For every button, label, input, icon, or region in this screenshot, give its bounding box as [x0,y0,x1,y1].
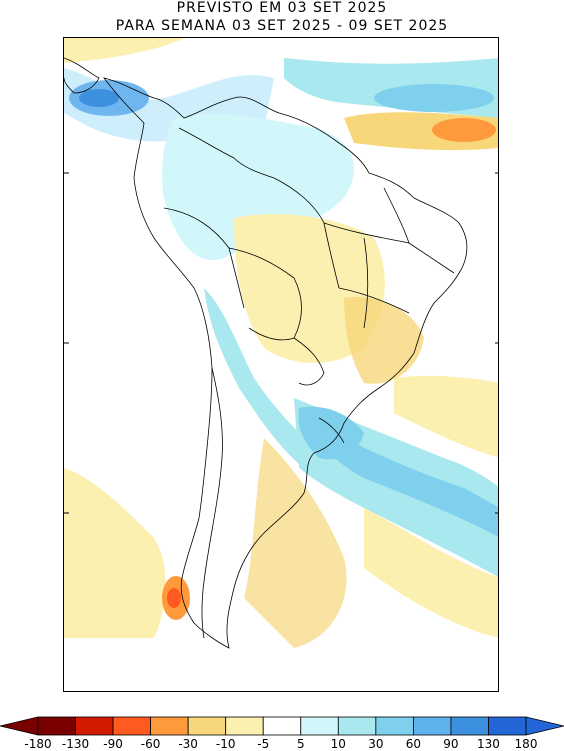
colorbar-tick-label: 130 [477,737,500,751]
shade-patagonia-hot-core [167,588,181,608]
colorbar-swatch [300,716,339,736]
brazil-states-4 [383,187,410,244]
shade-south-pacific-warm [64,468,166,638]
colorbar-swatch [75,716,114,736]
shade-south-atlantic-warm [394,375,498,458]
coastlines [64,57,468,649]
border-peru-brazil [163,207,245,309]
border-uruguay [318,417,345,444]
colorbar-tick-label: -60 [140,737,161,751]
shade-southeast-warm [344,297,424,384]
colorbar-tick-label: 30 [368,737,384,751]
border-paraguay [293,337,325,386]
border-colombia-venezuela [178,127,275,179]
shade-pacific-core [79,89,119,107]
border-argentina-chile [201,367,223,639]
shade-atlantic-warm-core [432,118,496,142]
colorbar-tick-label: 5 [296,737,305,751]
colorbar-tick-label: 180 [514,737,538,751]
colorbar-tick-label: -10 [215,737,236,751]
colorbar-swatch [225,716,264,736]
colorbar-tick-label: 10 [330,737,346,751]
graticule-ticks [64,172,498,514]
brazil-states-1 [323,222,410,244]
shade-south-atlantic-cold-core [319,428,498,537]
anomaly-map [63,37,499,692]
colorbar-swatch [450,716,489,736]
brazil-states-3 [363,237,369,329]
colorbar-tick-label: -30 [178,737,198,751]
colorbar [0,714,564,750]
shade-atlantic-core [374,84,494,112]
brazil-states-5 [408,242,455,274]
border-bolivia [228,247,302,341]
central-america [64,57,100,94]
colorbar-swatch [112,716,152,736]
land-shading [162,113,424,468]
colorbar-swatch [375,716,414,736]
colorbar-swatch [187,716,227,736]
colorbar-extend-left [0,716,39,736]
colorbar-tick-label: -90 [103,737,123,751]
colorbar-tick-label: 90 [443,737,459,751]
colorbar-swatch [412,716,452,736]
shade-plata-cold [298,406,364,460]
map-title-line-2: PARA SEMANA 03 SET 2025 - 09 SET 2025 [115,18,449,34]
brazil-states-2 [338,287,410,314]
colorbar-tick-label: -180 [24,737,52,751]
shade-patagonia-warm [244,438,347,648]
colorbar-swatch [37,716,76,736]
colorbar-swatch [150,716,189,736]
map-title-line-1: PREVISTO EM 03 SET 2025 [176,0,388,16]
colorbar-tick-label: -130 [61,737,90,751]
shade-andes-cold [204,288,314,468]
colorbar-tick-label: 60 [405,737,422,751]
colorbar-tick-label: -5 [257,737,270,751]
south-america-outline [103,77,468,649]
map-canvas [64,38,498,649]
colorbar-extend-right [525,716,564,736]
colorbar-swatch [337,716,377,736]
colorbar-swatch [262,716,302,736]
shade-top-warm [64,38,184,63]
colorbar-swatch [488,716,527,736]
colorbar-graphic [0,716,564,736]
shade-south-warm-2 [364,508,498,638]
